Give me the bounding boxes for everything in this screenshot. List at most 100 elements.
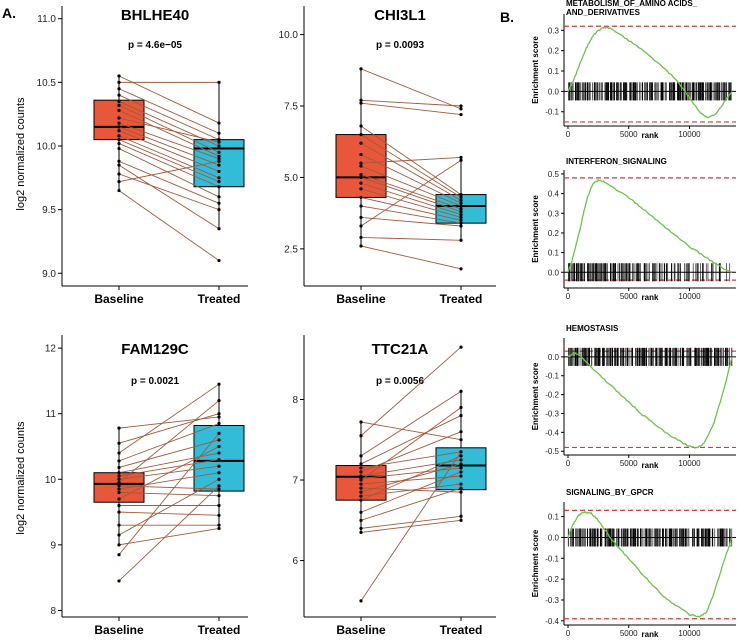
y-tick-label: 6 — [292, 556, 298, 567]
data-point-baseline — [117, 426, 121, 430]
data-point-baseline — [359, 518, 363, 522]
data-point-treated — [217, 131, 221, 135]
data-point-treated — [459, 210, 463, 214]
pair-line — [118, 173, 220, 211]
pair-line — [118, 160, 220, 183]
pair-line — [360, 407, 462, 481]
y-tick-label: -0.4 — [545, 428, 559, 437]
data-point-baseline — [117, 510, 121, 514]
y-tick-label: 7 — [292, 476, 298, 487]
pair-line — [118, 135, 220, 179]
data-point-baseline — [359, 498, 363, 502]
data-point-baseline — [117, 121, 121, 125]
data-point-baseline — [359, 478, 363, 482]
data-point-treated — [217, 157, 221, 161]
data-point-baseline — [117, 490, 121, 494]
y-axis-label: Enrichment score — [531, 36, 540, 104]
data-point-baseline — [117, 553, 121, 557]
gsea-title: SIGNALING_BY_GPCR — [566, 488, 654, 497]
data-point-baseline — [117, 533, 121, 537]
y-axis-label: Enrichment score — [531, 529, 540, 597]
pair-line — [360, 174, 462, 210]
boxplot-fam129c: 8 9 10 11 12 Baseline Treated FAM129C p = 0.0021… — [15, 335, 248, 637]
data-point-baseline — [117, 465, 121, 470]
x-tick-label: 5000 — [620, 130, 638, 139]
data-point-treated — [217, 458, 221, 462]
data-point-baseline — [117, 80, 121, 84]
x-category-label: Treated — [440, 623, 483, 637]
x-tick-label: 5000 — [620, 629, 638, 638]
data-point-treated — [459, 198, 463, 202]
chart-title: BHLHE40 — [121, 7, 189, 24]
pair-line — [360, 142, 462, 201]
enrichment-curve — [567, 178, 733, 273]
pair-line — [118, 143, 220, 188]
y-tick-label: 8 — [292, 395, 298, 406]
data-point-treated — [459, 405, 463, 410]
data-point-treated — [459, 267, 463, 271]
x-category-label: Treated — [440, 292, 483, 306]
pair-line — [118, 160, 220, 204]
data-point-treated — [459, 212, 463, 217]
data-point-baseline — [117, 487, 121, 491]
data-point-treated — [217, 415, 221, 419]
gsea-plot-2: INTERFERON_SIGNALING 0.0 0.1 0.2 0.3 0.4 0.5 0 5… — [531, 157, 736, 302]
chart-title: TTC21A — [372, 341, 429, 358]
data-point-baseline — [359, 474, 363, 478]
data-point-treated — [459, 474, 463, 478]
pair-line — [118, 109, 220, 157]
data-point-baseline — [359, 67, 363, 71]
y-tick-label: 0.3 — [548, 26, 560, 35]
pair-line — [360, 421, 462, 441]
data-point-treated — [459, 158, 463, 162]
pair-line — [360, 68, 462, 110]
data-point-baseline — [359, 494, 363, 498]
gsea-title: METABOLISM_OF_AMINO ACIDS_ — [566, 0, 698, 8]
data-point-baseline — [117, 543, 121, 547]
data-point-baseline — [359, 599, 363, 603]
p-value-label: p = 4.6e−05 — [128, 40, 182, 51]
data-point-treated — [217, 471, 221, 475]
data-point-treated — [459, 490, 463, 494]
y-tick-label: 0.2 — [548, 47, 560, 56]
data-point-treated — [217, 398, 221, 403]
data-point-baseline — [117, 471, 121, 475]
pair-line — [118, 164, 220, 230]
gsea-title: INTERFERON_SIGNALING — [566, 157, 667, 166]
data-point-baseline — [359, 466, 363, 470]
data-point-treated — [459, 466, 463, 470]
data-point-baseline — [117, 163, 121, 167]
data-point-treated — [217, 412, 221, 416]
y-tick-label: 10 — [45, 475, 57, 486]
pair-line — [360, 346, 462, 437]
data-point-baseline — [117, 180, 121, 184]
data-point-treated — [217, 523, 221, 527]
data-point-treated — [217, 195, 221, 199]
y-tick-label: 7.5 — [284, 102, 298, 113]
data-point-treated — [217, 140, 221, 144]
data-point-baseline — [359, 175, 363, 180]
data-point-baseline — [117, 134, 121, 138]
data-point-treated — [459, 195, 463, 200]
data-point-treated — [459, 518, 463, 522]
boxplot-panels: 9.0 9.5 10.0 10.5 11.0 Baseline Treated BHLHE40… — [15, 6, 496, 637]
pair-line — [360, 134, 462, 198]
data-point-baseline — [359, 187, 363, 191]
pair-line — [118, 511, 220, 516]
y-tick-label: -0.2 — [545, 575, 559, 584]
pair-line — [118, 117, 220, 143]
data-point-baseline — [117, 125, 121, 129]
data-point-treated — [217, 503, 221, 508]
p-value-label: p = 0.0093 — [376, 40, 425, 51]
pair-line — [360, 188, 462, 218]
data-point-baseline — [117, 146, 121, 151]
data-point-treated — [217, 163, 221, 167]
pair-line — [118, 528, 220, 546]
data-point-treated — [217, 258, 221, 263]
pair-line — [360, 154, 462, 204]
data-point-treated — [217, 159, 221, 163]
y-tick-label: 2.5 — [284, 244, 298, 255]
data-point-treated — [217, 176, 221, 180]
pair-line — [118, 94, 220, 141]
data-point-baseline — [359, 172, 363, 177]
